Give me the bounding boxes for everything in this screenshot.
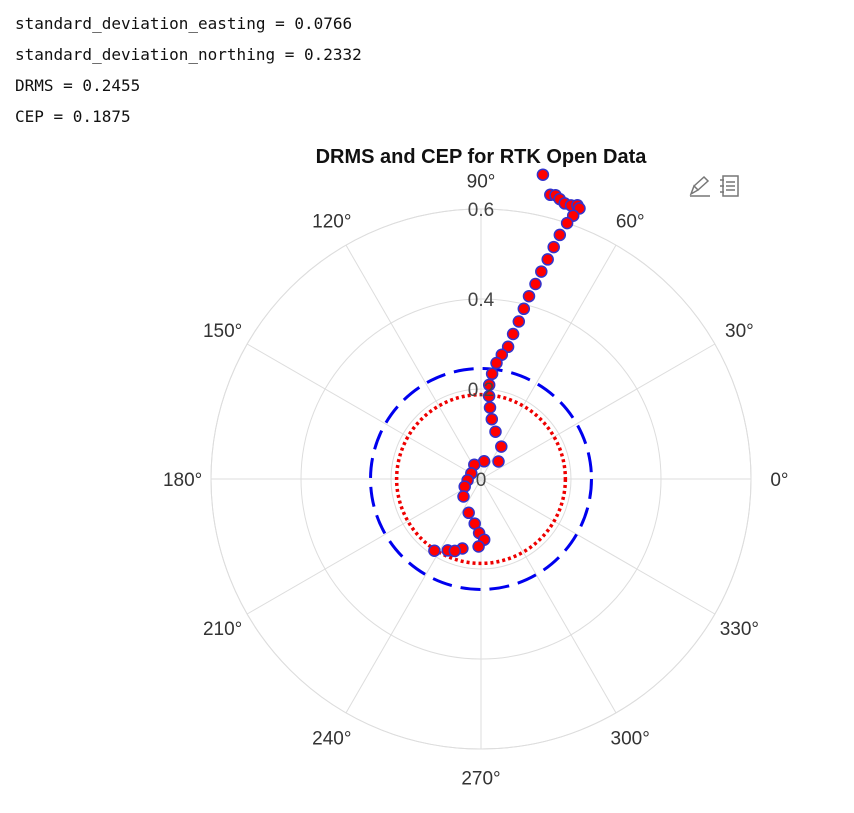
scatter-point	[428, 544, 441, 557]
scatter-point	[529, 277, 542, 291]
angular-gridline-4	[345, 244, 482, 480]
scatter-point	[541, 253, 554, 266]
notes-icon[interactable]	[718, 174, 742, 198]
cep-circle	[394, 392, 568, 566]
angular-tick-label: 150°	[203, 321, 242, 342]
angular-gridline-2	[480, 244, 617, 480]
scatter-point	[553, 228, 567, 242]
angular-tick-label: 30°	[725, 321, 754, 342]
angular-tick-label: 300°	[611, 728, 650, 749]
angular-tick-label: 120°	[312, 212, 351, 233]
chart-title: DRMS and CEP for RTK Open Data	[316, 146, 648, 168]
scatter-point	[485, 412, 499, 426]
scatter-point	[522, 289, 536, 303]
stat-std-easting: standard_deviation_easting = 0.0766	[15, 14, 353, 33]
angular-tick-label: 90°	[467, 172, 496, 193]
radial-tick-label: 0.2	[468, 380, 494, 401]
drms-circle	[369, 367, 593, 591]
radial-tick-label: 0.4	[468, 290, 495, 311]
angular-tick-label: 240°	[312, 728, 351, 749]
scatter-point	[501, 340, 515, 354]
angular-tick-label: 210°	[203, 619, 242, 640]
metric-circles	[369, 367, 593, 591]
angular-tick-label: 330°	[720, 619, 759, 640]
scatter-point	[492, 455, 505, 468]
scatter-point	[457, 490, 470, 503]
scatter-point	[512, 315, 526, 328]
scatter-point	[547, 240, 560, 254]
scatter-point	[535, 265, 548, 278]
scatter-point	[472, 540, 485, 553]
scatter-point	[483, 401, 497, 414]
scatter-point	[506, 327, 520, 341]
angular-tick-label: 0°	[770, 470, 788, 491]
stat-std-northing: standard_deviation_northing = 0.2332	[15, 45, 362, 64]
angular-gridline-10	[480, 478, 617, 714]
angular-tick-label: 270°	[461, 768, 500, 789]
angular-gridline-5	[246, 343, 482, 480]
scatter-point	[560, 216, 574, 230]
stats-output: standard_deviation_easting = 0.0766 stan…	[15, 8, 362, 132]
scatter-points	[428, 168, 586, 558]
radial-tick-label: 0.6	[468, 200, 494, 221]
scatter-point	[536, 168, 550, 181]
scatter-point	[490, 356, 503, 370]
angular-gridline-8	[345, 478, 482, 714]
scatter-point	[495, 440, 508, 453]
angular-tick-label: 180°	[163, 470, 202, 491]
edit-chart-icon[interactable]	[688, 174, 712, 198]
chart-modebar	[688, 174, 742, 198]
angular-gridline-7	[246, 478, 482, 615]
stat-drms: DRMS = 0.2455	[15, 76, 141, 95]
axis-labels: 0° 30° 60° 90° 120° 150° 180° 210° 240° 270° 300° 3…	[163, 172, 789, 790]
scatter-point	[517, 302, 531, 316]
polar-grid	[210, 208, 752, 750]
angular-gridline-1	[480, 343, 716, 480]
scatter-point	[489, 425, 502, 438]
stat-cep: CEP = 0.1875	[15, 107, 131, 126]
scatter-point	[448, 544, 462, 558]
scatter-point	[485, 367, 499, 381]
radial-tick-label: 0	[476, 470, 487, 491]
scatter-point	[462, 506, 475, 520]
angular-tick-label: 60°	[616, 212, 645, 233]
angular-gridline-11	[480, 478, 716, 615]
